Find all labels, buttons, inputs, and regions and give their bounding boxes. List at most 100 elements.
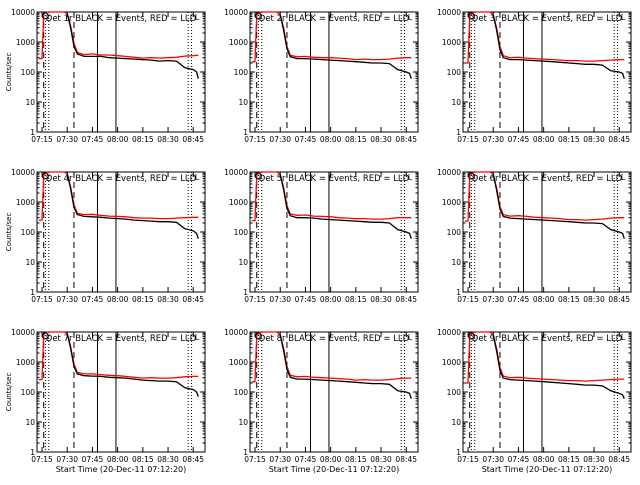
x-tick-label: 08:15 bbox=[345, 135, 367, 144]
y-tick-label: 100 bbox=[21, 228, 36, 237]
detector-panel: 1 10 100 1000 10000 07:15 07:30 07:45 08:00 08:15… bbox=[5, 168, 206, 304]
events-series-line bbox=[66, 333, 199, 397]
x-tick-label: 07:45 bbox=[295, 455, 317, 464]
x-tick-label: 08:45 bbox=[395, 295, 417, 304]
x-tick-label: 08:00 bbox=[107, 135, 129, 144]
x-tick-label: 08:45 bbox=[182, 135, 204, 144]
detector-panel: 1 10 100 1000 10000 07:15 07:30 07:45 08:00 08:15… bbox=[224, 328, 419, 474]
events-series-line bbox=[492, 14, 625, 79]
x-tick-label: 07:45 bbox=[508, 135, 530, 144]
x-tick-label: 08:15 bbox=[558, 455, 580, 464]
legend-box-label: L bbox=[621, 173, 626, 182]
events-series-line bbox=[279, 334, 412, 399]
x-tick-label: 07:15 bbox=[457, 295, 479, 304]
x-tick-label: 08:30 bbox=[370, 135, 392, 144]
x-tick-label: 08:30 bbox=[583, 135, 605, 144]
events-series-line bbox=[66, 173, 199, 239]
x-tick-label: 08:30 bbox=[157, 295, 179, 304]
plot-frame bbox=[249, 171, 419, 293]
x-tick-label: 08:30 bbox=[157, 135, 179, 144]
x-tick-label: 07:45 bbox=[82, 135, 104, 144]
y-tick-label: 10 bbox=[451, 98, 461, 107]
lld-series-line bbox=[251, 171, 412, 222]
plot-frame bbox=[462, 331, 632, 453]
y-tick-label: 1 bbox=[30, 288, 35, 297]
detector-panel: 1 10 100 1000 10000 07:15 07:30 07:45 08:00 08:15… bbox=[224, 8, 419, 144]
y-tick-label: 10 bbox=[25, 258, 35, 267]
x-axis-label: Start Time (20-Dec-11 07:12:20) bbox=[269, 465, 400, 474]
plot-title: Det 2r BLACK = Events, RED = LLD bbox=[259, 14, 410, 24]
y-tick-label: 10000 bbox=[437, 328, 461, 337]
saa-marker-circle bbox=[254, 12, 262, 20]
x-tick-label: 08:30 bbox=[583, 295, 605, 304]
events-series-line bbox=[492, 334, 625, 399]
x-axis-label: Start Time (20-Dec-11 07:12:20) bbox=[56, 465, 187, 474]
x-tick-label: 08:45 bbox=[608, 135, 630, 144]
x-tick-label: 08:45 bbox=[395, 135, 417, 144]
y-tick-label: 10 bbox=[238, 258, 248, 267]
lld-series-line bbox=[464, 11, 625, 64]
y-tick-label: 10000 bbox=[437, 8, 461, 17]
y-tick-label: 10 bbox=[25, 98, 35, 107]
lld-series-line bbox=[38, 11, 199, 60]
y-tick-label: 1000 bbox=[229, 198, 248, 207]
x-tick-label: 07:45 bbox=[508, 455, 530, 464]
x-tick-label: 07:15 bbox=[244, 135, 266, 144]
lld-series-line bbox=[38, 171, 199, 221]
y-tick-label: 100 bbox=[21, 68, 36, 77]
y-tick-label: 100 bbox=[234, 68, 249, 77]
y-tick-label: 1 bbox=[243, 128, 248, 137]
saa-marker-circle bbox=[467, 172, 475, 180]
y-tick-label: 1000 bbox=[442, 38, 461, 47]
plot-title: Det 7r BLACK = Events, RED = LLD bbox=[46, 334, 197, 344]
x-tick-label: 08:30 bbox=[583, 455, 605, 464]
x-tick-label: 08:00 bbox=[320, 135, 342, 144]
x-tick-label: 07:30 bbox=[269, 455, 291, 464]
x-tick-label: 08:00 bbox=[320, 455, 342, 464]
legend-box-label: L bbox=[195, 173, 200, 182]
x-tick-label: 07:45 bbox=[82, 455, 104, 464]
x-tick-label: 07:30 bbox=[482, 455, 504, 464]
x-tick-label: 07:45 bbox=[295, 295, 317, 304]
saa-marker-circle bbox=[467, 12, 475, 20]
legend-box-label: L bbox=[408, 13, 413, 22]
y-tick-label: 100 bbox=[447, 68, 462, 77]
x-tick-label: 07:30 bbox=[482, 295, 504, 304]
x-tick-label: 07:15 bbox=[31, 295, 53, 304]
x-tick-label: 08:15 bbox=[132, 455, 154, 464]
x-tick-label: 08:15 bbox=[345, 455, 367, 464]
plot-frame bbox=[462, 11, 632, 133]
plot-title: Det 4r BLACK = Events, RED = LLD bbox=[46, 174, 197, 184]
y-tick-label: 10 bbox=[238, 418, 248, 427]
y-tick-label: 1000 bbox=[16, 38, 35, 47]
legend-box-label: L bbox=[621, 333, 626, 342]
x-axis-label: Start Time (20-Dec-11 07:12:20) bbox=[482, 465, 613, 474]
y-tick-label: 1000 bbox=[229, 358, 248, 367]
saa-marker-circle bbox=[41, 172, 49, 180]
y-tick-label: 100 bbox=[21, 388, 36, 397]
x-tick-label: 07:45 bbox=[508, 295, 530, 304]
y-tick-label: 10000 bbox=[11, 168, 35, 177]
y-tick-label: 1000 bbox=[16, 358, 35, 367]
events-series-line bbox=[279, 173, 412, 239]
y-tick-label: 10 bbox=[238, 98, 248, 107]
y-tick-label: 1000 bbox=[442, 358, 461, 367]
legend-box-label: L bbox=[195, 333, 200, 342]
plot-frame bbox=[36, 331, 206, 453]
x-tick-label: 08:00 bbox=[533, 135, 555, 144]
plot-title: Det 5r BLACK = Events, RED = LLD bbox=[259, 174, 410, 184]
y-tick-label: 10000 bbox=[224, 168, 248, 177]
lld-series-line bbox=[38, 331, 199, 381]
detector-panel: 1 10 100 1000 10000 07:15 07:30 07:45 08:00 08:15… bbox=[5, 8, 206, 144]
y-tick-label: 10000 bbox=[437, 168, 461, 177]
detector-panel: 1 10 100 1000 10000 07:15 07:30 07:45 08:00 08:15… bbox=[5, 328, 206, 474]
x-tick-label: 08:00 bbox=[107, 295, 129, 304]
x-tick-label: 08:45 bbox=[182, 455, 204, 464]
x-tick-label: 08:15 bbox=[132, 295, 154, 304]
lld-series-line bbox=[464, 331, 625, 384]
y-tick-label: 10 bbox=[25, 418, 35, 427]
x-tick-label: 08:30 bbox=[157, 455, 179, 464]
y-tick-label: 1 bbox=[30, 128, 35, 137]
legend-box-label: L bbox=[195, 13, 200, 22]
